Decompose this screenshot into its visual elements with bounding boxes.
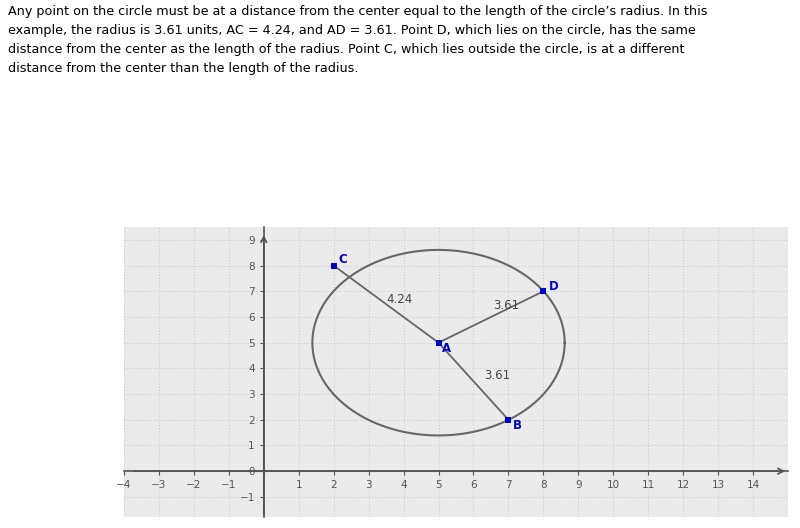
Text: 4.24: 4.24 xyxy=(386,293,412,306)
Text: D: D xyxy=(549,280,558,293)
Text: B: B xyxy=(513,419,522,432)
Text: 3.61: 3.61 xyxy=(484,369,510,382)
Text: 3.61: 3.61 xyxy=(493,299,519,312)
Text: A: A xyxy=(442,342,451,355)
Text: Any point on the circle must be at a distance from the center equal to the lengt: Any point on the circle must be at a dis… xyxy=(8,5,707,74)
Text: C: C xyxy=(338,252,346,266)
